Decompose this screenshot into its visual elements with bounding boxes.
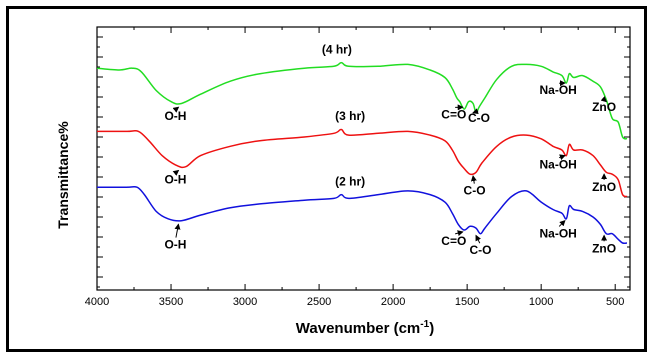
x-tick-label: 1000: [529, 296, 553, 308]
figure-frame: [6, 6, 647, 352]
peak-label: O-H: [164, 238, 186, 252]
annotation-arrow: [455, 230, 464, 237]
x-tick-label: 500: [606, 296, 624, 308]
peak-label: ZnO: [592, 241, 616, 255]
annotation-arrow: [472, 108, 479, 115]
series-line: [96, 128, 628, 198]
peak-label: ZnO: [592, 180, 616, 194]
annotation-arrow: [600, 96, 608, 103]
x-axis-label-close: ): [429, 320, 434, 337]
peak-label: Na-OH: [540, 83, 577, 97]
peak-label: O-H: [164, 172, 186, 186]
peak-label: C=O: [441, 107, 466, 121]
plot-axes: 4000 3500 3000 2500 2000 1500 1000 500: [85, 26, 631, 308]
peak-label: ZnO: [592, 100, 616, 114]
series-title-label: (3 hr): [335, 109, 365, 123]
x-tick-label: 2000: [381, 296, 405, 308]
x-tick-label: 2500: [307, 296, 331, 308]
peak-label: C-O: [464, 184, 486, 198]
peak-label: C=O: [441, 234, 466, 248]
annotation-arrow: [558, 219, 566, 227]
x-tick-label: 1500: [455, 296, 479, 308]
peak-label: Na-OH: [540, 226, 577, 240]
annotation-arrow: [475, 234, 481, 244]
series-group: [96, 61, 628, 245]
peak-label: C-O: [469, 243, 491, 257]
x-tick-label: 3500: [159, 296, 183, 308]
annotation-arrow: [172, 169, 180, 176]
annotation-arrow: [559, 154, 566, 161]
peak-label: C-O: [468, 111, 490, 125]
series-title-label: (2 hr): [335, 174, 365, 188]
plot-area-border: [96, 26, 631, 291]
y-axis-label: Transmittance%: [55, 121, 71, 229]
annotation-arrow: [172, 106, 180, 113]
series-line: [97, 185, 628, 245]
annotation-group: (4 hr)(3 hr)(2 hr)O-H C=O C-ONa-OHZnOO-HC-…: [164, 42, 616, 257]
x-axis-label-main: Wavenumber (cm: [296, 320, 420, 337]
peak-label: O-H: [164, 109, 186, 123]
x-axis-label: Wavenumber (cm-1): [296, 319, 434, 337]
x-tick-label: 3000: [233, 296, 257, 308]
series-title-label: (4 hr): [322, 42, 352, 56]
annotation-arrow: [174, 223, 181, 238]
peak-label: Na-OH: [540, 158, 577, 172]
x-axis-label-superscript: -1: [420, 319, 429, 330]
annotation-arrow: [470, 175, 477, 184]
series-line: [96, 61, 628, 140]
x-tick-label: 4000: [85, 296, 109, 308]
